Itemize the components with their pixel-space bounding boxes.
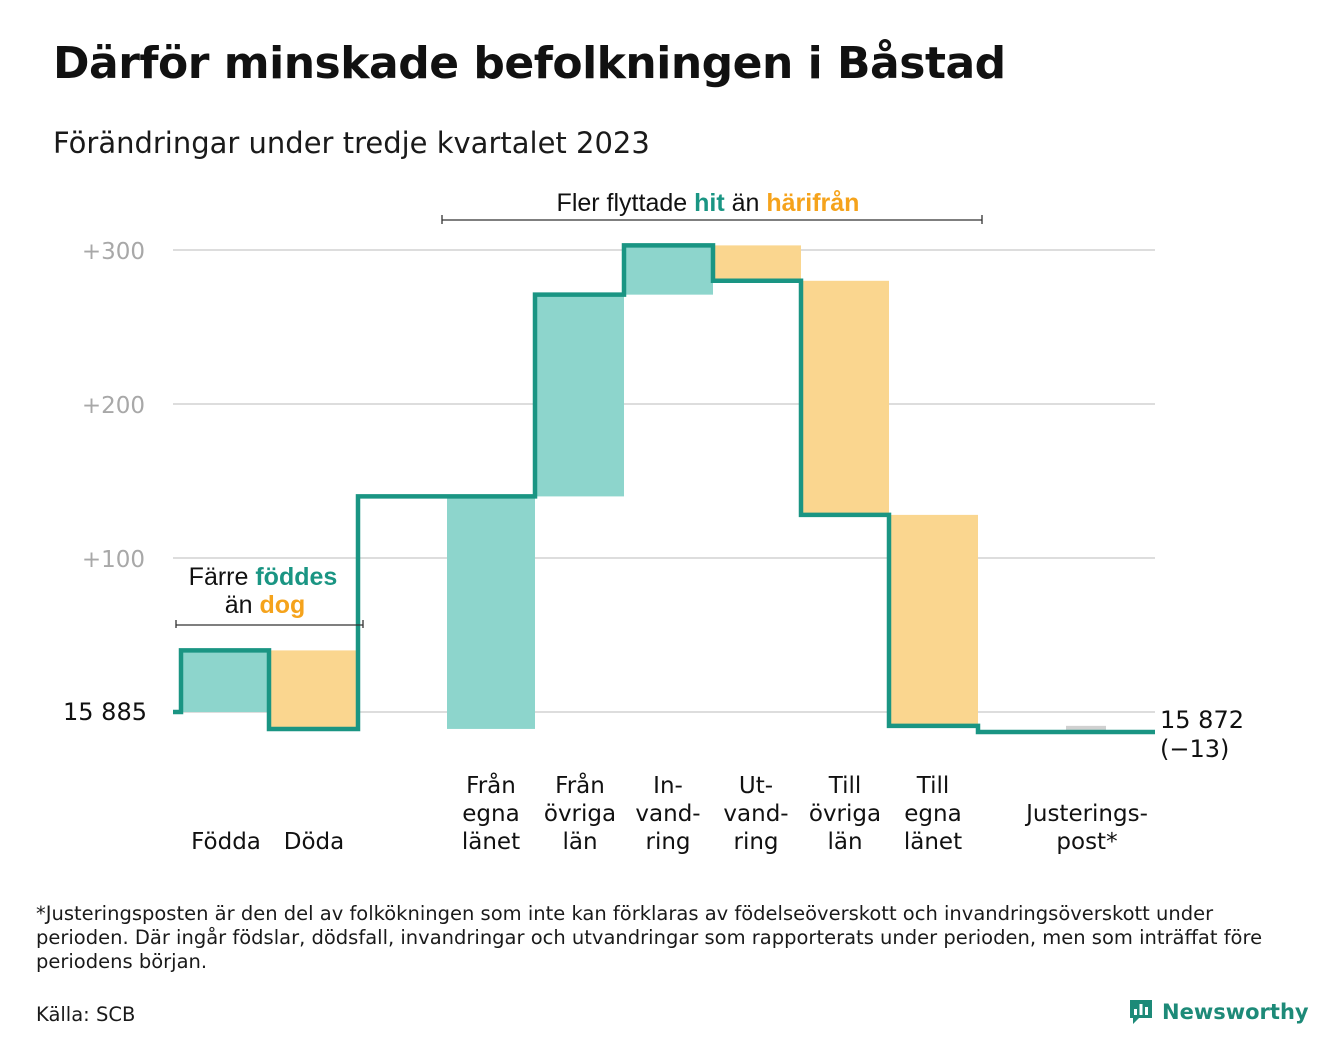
x-tick-label-line: Till [916,773,950,799]
population-step-line [173,243,1155,735]
y-tick-label: +300 [82,239,145,265]
x-tick-label: In-vand-ring [635,773,700,855]
svg-text:Färre föddes: Färre föddes [189,563,338,591]
y-tick-label: +200 [82,393,145,419]
end-value-label: 15 872 [1160,706,1244,734]
x-tick-label-line: ring [733,829,778,855]
births-annotation: Färre föddes än dog [175,563,364,628]
births-annotation-emphasis: föddes [255,563,337,591]
x-tick-label-line: länet [904,829,962,855]
births-annotation-text: Färre [189,563,256,591]
step-line-path [173,243,1155,735]
x-tick-label-line: Justerings- [1024,801,1148,827]
x-tick-label-line: egna [904,801,961,827]
migration-annotation-emphasis-out: härifrån [766,189,859,217]
newsworthy-logo: Newsworthy [1128,998,1309,1026]
x-tick-label: Till övriga län [809,773,881,855]
migration-annotation: Fler flyttade hit än härifrån [441,189,983,224]
births-annotation-text: än [225,591,260,619]
svg-text:än dog: än dog [225,591,306,619]
x-tick-label-line: län [827,829,862,855]
x-tick-label-line: övriga [544,801,616,827]
source: Källa: SCB [36,1003,136,1026]
footnote: *Justeringsposten är den del av folkökni… [36,902,1263,973]
end-change-label: (−13) [1160,735,1229,763]
bar-outflow [801,280,889,515]
x-tick-label-line: Från [466,771,516,799]
deaths-annotation-emphasis: dog [259,591,305,619]
bar-inflow [625,245,713,295]
x-tick-label: Från egna länet [462,771,520,855]
bar-inflow [181,650,269,712]
x-tick-label: Ut-vand-ring [723,773,788,855]
gridlines [173,249,1155,713]
births-bracket [175,620,364,628]
bar-outflow [713,245,801,281]
migration-bracket [441,215,983,224]
x-tick-label: Justerings-post* [1024,801,1148,855]
bar-inflow [447,496,535,729]
x-tick-label-line: län [562,829,597,855]
svg-text:Fler flyttade hit än härifrån: Fler flyttade hit än härifrån [557,189,860,217]
x-tick-label-line: post* [1056,829,1117,855]
x-tick-label-line: In- [653,773,683,799]
y-axis-labels: +100 +200 +300 [82,239,145,573]
bar-chart-logo-icon [1130,1000,1152,1024]
bars [181,245,1106,733]
chart-subtitle: Förändringar under tredje kvartalet 2023 [53,126,650,160]
x-tick-label-line: egna [462,801,519,827]
x-tick-label-line: övriga [809,801,881,827]
migration-annotation-emphasis-in: hit [694,189,725,217]
bar-outflow [270,650,358,729]
x-tick-label: Från övriga län [544,771,616,855]
migration-annotation-text: Fler flyttade [557,189,695,217]
bar-outflow [890,514,978,726]
x-tick-label-line: Döda [284,829,344,855]
x-tick-label-line: länet [462,829,520,855]
x-tick-label: Döda [284,829,344,855]
x-tick-label-line: Ut- [739,773,773,799]
x-tick-label-line: Födda [191,829,261,855]
brand-name: Newsworthy [1162,1000,1309,1024]
chart-title: Därför minskade befolkningen i Båstad [53,38,1006,89]
x-tick-label-line: Från [555,771,605,799]
y-tick-label: +100 [82,547,145,573]
start-value-label: 15 885 [63,698,147,726]
x-tick-label-line: vand- [635,801,700,827]
x-tick-label-line: ring [645,829,690,855]
x-tick-label: Till egna länet [904,773,962,855]
migration-annotation-text: än [725,189,767,217]
x-tick-label-line: vand- [723,801,788,827]
bar-adjustment [1066,725,1106,733]
bar-inflow [536,294,624,497]
x-tick-label-line: Till [828,773,862,799]
x-tick-label: Födda [191,829,261,855]
